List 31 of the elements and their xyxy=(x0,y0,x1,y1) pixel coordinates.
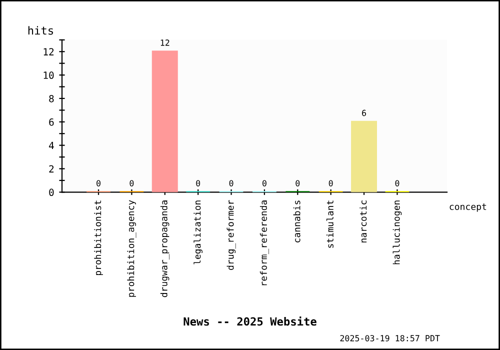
y-axis-title: hits xyxy=(28,26,54,35)
data-label: 0 xyxy=(130,180,134,186)
data-label: 0 xyxy=(229,180,234,186)
text: 2025-03-19 18:57 PDT xyxy=(340,335,440,342)
x-tick-label: drug_reformer xyxy=(226,200,236,270)
x-tick-label: legalization xyxy=(194,200,202,264)
x-axis-title: concept xyxy=(450,204,486,212)
y-tick-label: 6 xyxy=(49,118,54,126)
x-tick-label: prohibition_agency xyxy=(127,200,136,297)
y-tick-label: 12 xyxy=(44,48,54,56)
data-label: 12 xyxy=(160,40,170,46)
x-tick-label: cannabis xyxy=(293,200,300,242)
data-label: 0 xyxy=(395,180,400,186)
y-tick-label: 8 xyxy=(49,94,54,102)
y-tick-label: 2 xyxy=(49,165,54,172)
data-label: 6 xyxy=(362,110,366,116)
x-tick-label: hallucinogen xyxy=(392,200,402,264)
data-label: 0 xyxy=(296,180,300,186)
y-tick-label: 0 xyxy=(49,188,54,196)
data-label: 0 xyxy=(328,180,333,186)
data-label: 0 xyxy=(196,180,200,186)
data-label: 0 xyxy=(262,180,266,186)
y-tick-label: 4 xyxy=(48,142,54,150)
x-tick-label: reform_referenda xyxy=(260,200,269,286)
x-tick-label: prohibitionist xyxy=(94,200,103,276)
x-tick-label: drugwar_propaganda xyxy=(160,200,170,298)
x-tick-label: stimulant xyxy=(326,200,334,248)
data-label: 0 xyxy=(96,180,100,186)
text: News -- 2025 Website xyxy=(184,316,316,326)
x-tick-label: narcotic xyxy=(360,200,367,242)
y-tick-label: 10 xyxy=(44,72,54,79)
